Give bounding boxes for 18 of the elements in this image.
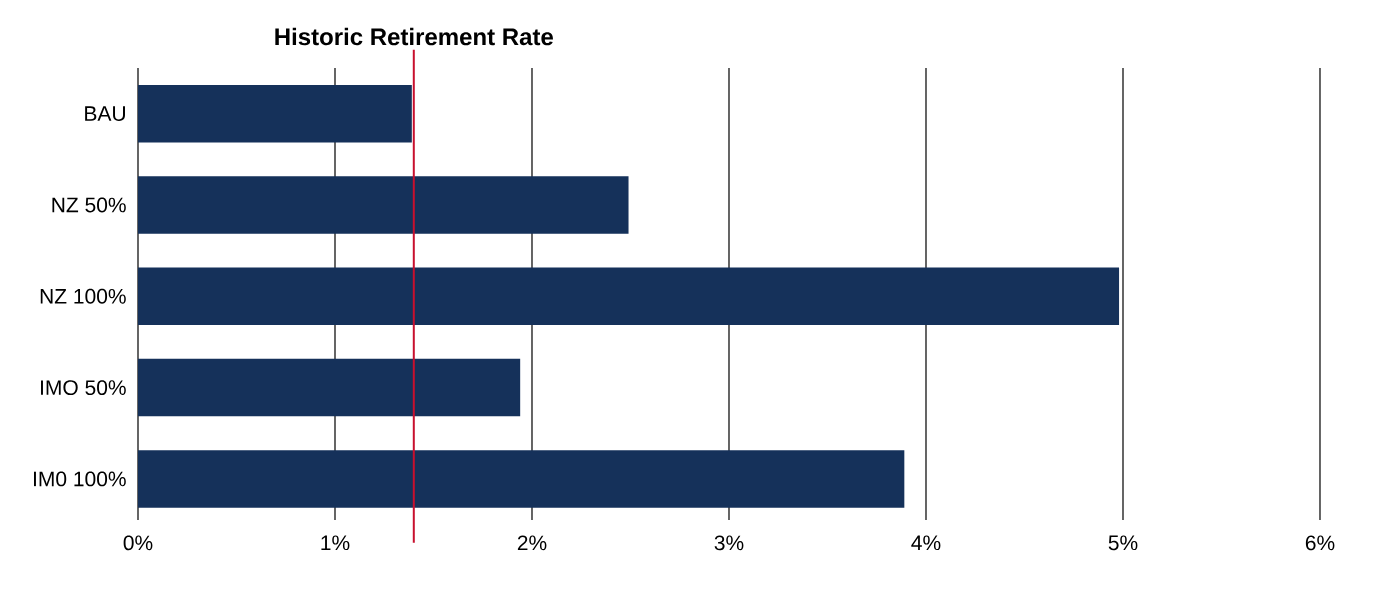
x-tick-label: 2% <box>517 535 547 551</box>
x-tick-label: 3% <box>714 535 744 551</box>
y-tick-label: NZ 100% <box>40 288 126 304</box>
y-tick-label: NZ 50% <box>52 197 126 213</box>
y-tick-label: IM0 100% <box>33 471 126 487</box>
y-tick-label: BAU <box>85 106 125 121</box>
x-tick-label: 6% <box>1305 535 1335 551</box>
bar <box>138 84 412 143</box>
x-tick-label: 4% <box>911 535 941 551</box>
bar <box>138 267 1120 326</box>
x-tick-label: 5% <box>1108 535 1138 551</box>
bar <box>138 450 905 508</box>
bar <box>138 176 629 234</box>
bar <box>138 358 521 417</box>
ref-line-label: Historic Retirement Rate <box>275 27 553 46</box>
x-tick-label: 0% <box>123 535 153 551</box>
x-tick-label: 1% <box>321 535 350 551</box>
y-tick-label: IMO 50% <box>41 380 126 396</box>
